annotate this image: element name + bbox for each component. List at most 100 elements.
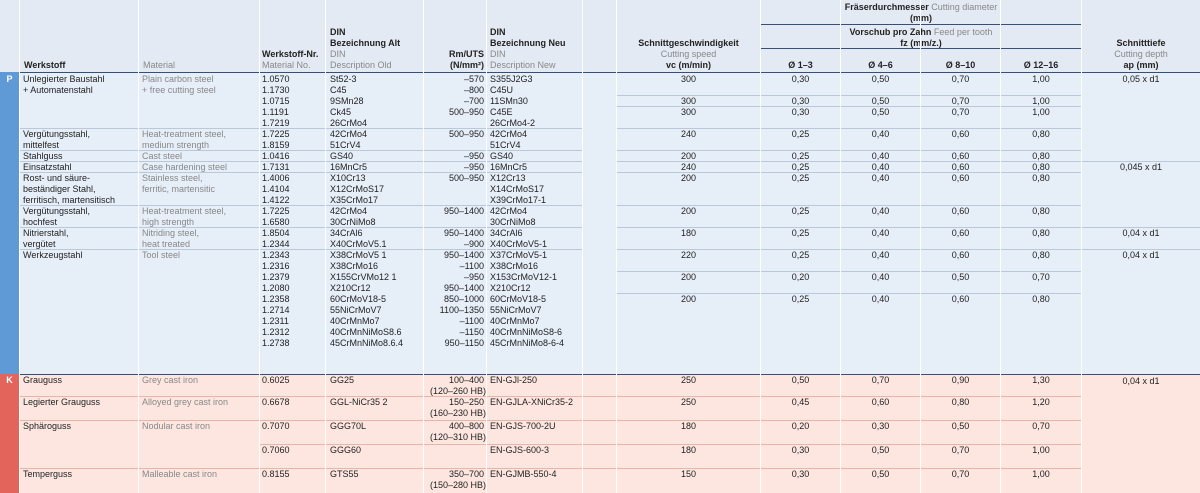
feed-value: 0,25: [791, 162, 810, 172]
material-no: 1.2379: [262, 272, 290, 282]
feed-value: 0,25: [791, 151, 810, 161]
header-speed: Schnittgeschwindigkeit: [638, 38, 739, 48]
material-de: Unlegierter Baustahl: [23, 74, 105, 84]
column-divider: [1000, 0, 1001, 493]
cell-bg: [761, 72, 840, 374]
cell-bg: [1001, 374, 1081, 493]
rm-value: 500–950: [448, 129, 484, 139]
din-new: EN-GJl-250: [490, 375, 538, 385]
feed-value: 0,60: [951, 129, 970, 139]
header-din-new: DIN: [490, 27, 506, 37]
rm-value: 350–700: [448, 469, 484, 479]
feed-value: 0,50: [871, 74, 890, 84]
din-new: C45U: [490, 85, 514, 95]
material-no: 1.7225: [262, 129, 290, 139]
rm-value: 950–1150: [444, 338, 484, 348]
cell-bg: [921, 72, 1000, 374]
feed-value: 0,70: [951, 469, 970, 479]
feed-value: 0,25: [791, 250, 810, 260]
din-new: X210Cr12: [490, 283, 531, 293]
column-divider: [920, 0, 921, 493]
rm-value: –950: [463, 162, 484, 172]
header-diameter-de: Fräserdurchmesser: [844, 2, 929, 12]
rm-value: –800: [463, 85, 484, 95]
feed-value: 0,60: [951, 294, 970, 304]
feed-value: 0,80: [1032, 162, 1050, 172]
material-no: 1.7219: [262, 118, 290, 128]
rule: [20, 161, 583, 162]
feed-value: 0,20: [791, 421, 810, 431]
header-rm-unit: (N/mm²): [450, 60, 484, 70]
rule: [20, 396, 1081, 397]
rule: [1082, 249, 1200, 250]
material-en: Nitriding steel,: [142, 228, 200, 238]
din-new: X38CrMo16: [490, 261, 539, 271]
din-old: X12CrMoS17: [330, 184, 385, 194]
material-en: Cast steel: [142, 151, 183, 161]
din-old: X38CrMo16: [330, 261, 379, 271]
cutting-speed: 180: [680, 445, 697, 455]
cell-bg: [1001, 0, 1081, 72]
feed-value: 0,40: [871, 173, 890, 183]
din-new: S355J2G3: [490, 74, 533, 84]
feed-value: 1,00: [1032, 107, 1050, 117]
rm-value: 500–950: [448, 173, 484, 183]
cutting-speed: 200: [680, 294, 697, 304]
rm-value: 500–950: [448, 107, 484, 117]
cell-bg: [487, 374, 582, 493]
material-no: 1.2311: [262, 316, 289, 326]
feed-value: 0,45: [791, 397, 810, 407]
material-no: 0.6025: [262, 375, 290, 385]
rm-value: –900: [463, 239, 484, 249]
feed-value: 0,80: [1032, 228, 1050, 238]
rule: [20, 128, 583, 129]
header-depth-en: Cutting depth: [1114, 49, 1168, 59]
din-new: X153CrMoV12-1: [490, 272, 558, 282]
material-no: 1.7225: [262, 206, 290, 216]
din-old: X10Cr13: [330, 173, 366, 183]
material-no: 1.2312: [262, 327, 290, 337]
din-new: 60CrMoV18-5: [490, 294, 547, 304]
material-de: Einsatzstahl: [23, 162, 72, 172]
cell-bg: [1082, 72, 1200, 374]
group-tag-k: [0, 374, 19, 493]
rm-value: –950: [463, 272, 484, 282]
cell-bg: [326, 374, 423, 493]
material-no: 1.4104: [262, 184, 290, 194]
rule: [617, 227, 1081, 228]
cell-bg: [761, 0, 840, 72]
material-de: beständiger Stahl,: [23, 184, 96, 194]
material-no: 1.0570: [262, 74, 290, 84]
cell-bg: [583, 374, 616, 493]
din-new: 40CrMnMo7: [490, 316, 540, 326]
rule: [617, 150, 1081, 151]
din-old: X155CrVMo12 1: [330, 272, 397, 282]
cutting-speed: 150: [680, 469, 697, 479]
feed-value: 0,30: [791, 107, 810, 117]
din-new: 42CrMo4: [490, 206, 528, 216]
cell-bg: [487, 72, 582, 374]
din-old: 26CrMo4: [330, 118, 368, 128]
cell-bg: [139, 0, 259, 72]
rm-value: 950–1400: [443, 283, 484, 293]
din-old: X35CrMo17: [330, 195, 379, 205]
material-no: 1.2080: [262, 283, 290, 293]
cell-bg: [617, 72, 760, 374]
cutting-speed: 200: [680, 206, 697, 216]
header-rm: Rm/UTS: [448, 49, 484, 59]
header-material: Material: [143, 60, 176, 70]
cutting-speed: 220: [680, 250, 697, 260]
material-de: Vergütungsstahl,: [23, 206, 91, 216]
rm-value: 1100–1350: [439, 305, 484, 315]
rule: [617, 172, 1081, 173]
din-new: EN-GJMB-550-4: [490, 469, 557, 479]
column-divider: [325, 0, 326, 493]
feed-value: 0,25: [791, 294, 810, 304]
din-old: 30CrNiMo8: [330, 217, 376, 227]
cutting-speed: 240: [680, 162, 697, 172]
din-old: X40CrMoV5.1: [330, 239, 387, 249]
feed-value: 0,70: [871, 375, 890, 385]
rm-value: –1150: [459, 327, 484, 337]
feed-value: 0,25: [791, 228, 810, 238]
feed-value: 0,40: [871, 228, 890, 238]
